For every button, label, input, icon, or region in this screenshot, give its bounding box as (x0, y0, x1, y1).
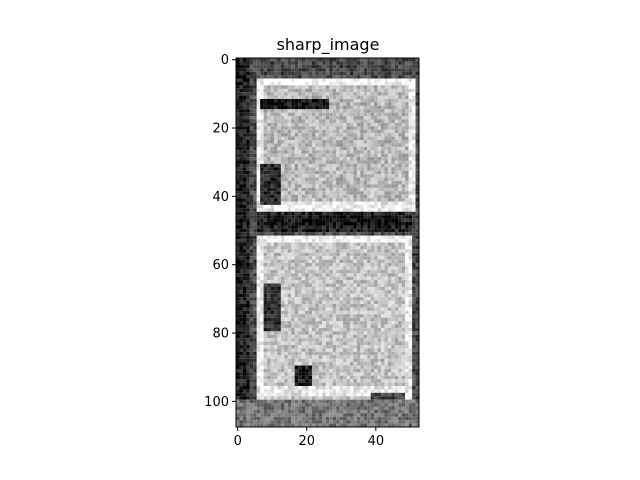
y-tick-label: 100 (204, 395, 229, 410)
x-tick-label: 0 (234, 434, 242, 449)
image-layer (236, 58, 420, 428)
y-tick-label: 80 (212, 327, 229, 342)
x-tick-label: 20 (299, 434, 316, 449)
y-tick-label: 20 (212, 122, 229, 137)
x-tick-label: 40 (368, 434, 385, 449)
x-axis: 0 20 40 (234, 427, 385, 449)
y-axis: 0 20 40 60 80 100 (204, 53, 236, 410)
chart-title: sharp_image (277, 35, 380, 55)
axes-frame (235, 57, 420, 428)
y-tick-label: 60 (212, 258, 229, 273)
y-tick-label: 40 (212, 190, 229, 205)
y-tick-label: 0 (221, 53, 229, 68)
